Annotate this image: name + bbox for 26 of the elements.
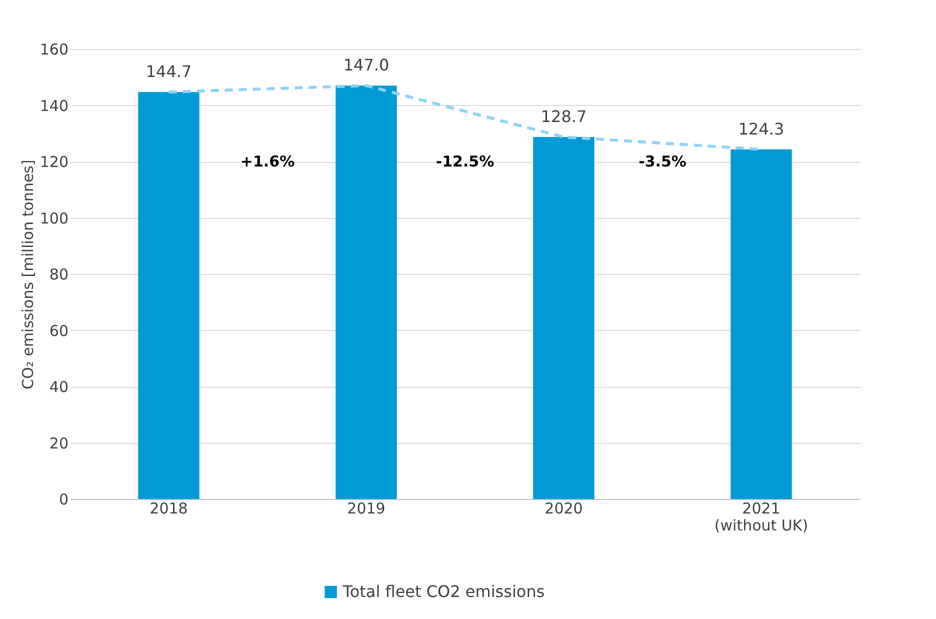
data-label: 144.7 bbox=[146, 62, 192, 82]
bar bbox=[138, 92, 200, 499]
annotation: -3.5% bbox=[638, 152, 686, 170]
y-tick-label: 140 bbox=[40, 96, 68, 115]
x-tick-label: 2018 bbox=[150, 500, 188, 518]
bar bbox=[533, 137, 594, 499]
y-tick-label: 80 bbox=[49, 266, 68, 284]
bar bbox=[336, 86, 397, 499]
y-axis-title: CO₂ emissions [million tonnes] bbox=[18, 160, 37, 390]
y-tick-label: 0 bbox=[58, 490, 68, 508]
legend-label: Total fleet CO2 emissions bbox=[342, 582, 545, 601]
x-tick-label: 2019 bbox=[347, 500, 386, 518]
y-tick-label: 120 bbox=[40, 153, 68, 171]
y-tick-label: 60 bbox=[49, 322, 68, 340]
annotation: +1.6% bbox=[240, 152, 295, 170]
y-tick-label: 40 bbox=[49, 378, 68, 396]
x-tick-label: 2020 bbox=[544, 500, 583, 518]
annotation: -12.5% bbox=[436, 152, 494, 170]
x-tick-label: 2021 (without UK) bbox=[714, 500, 808, 534]
data-label: 147.0 bbox=[343, 56, 390, 75]
data-label: 124.3 bbox=[738, 119, 784, 138]
y-tick-label: 160 bbox=[40, 40, 68, 58]
bar bbox=[730, 149, 792, 499]
y-tick-label: 100 bbox=[40, 209, 68, 228]
data-label: 128.7 bbox=[540, 107, 587, 126]
y-tick-label: 20 bbox=[49, 434, 68, 452]
